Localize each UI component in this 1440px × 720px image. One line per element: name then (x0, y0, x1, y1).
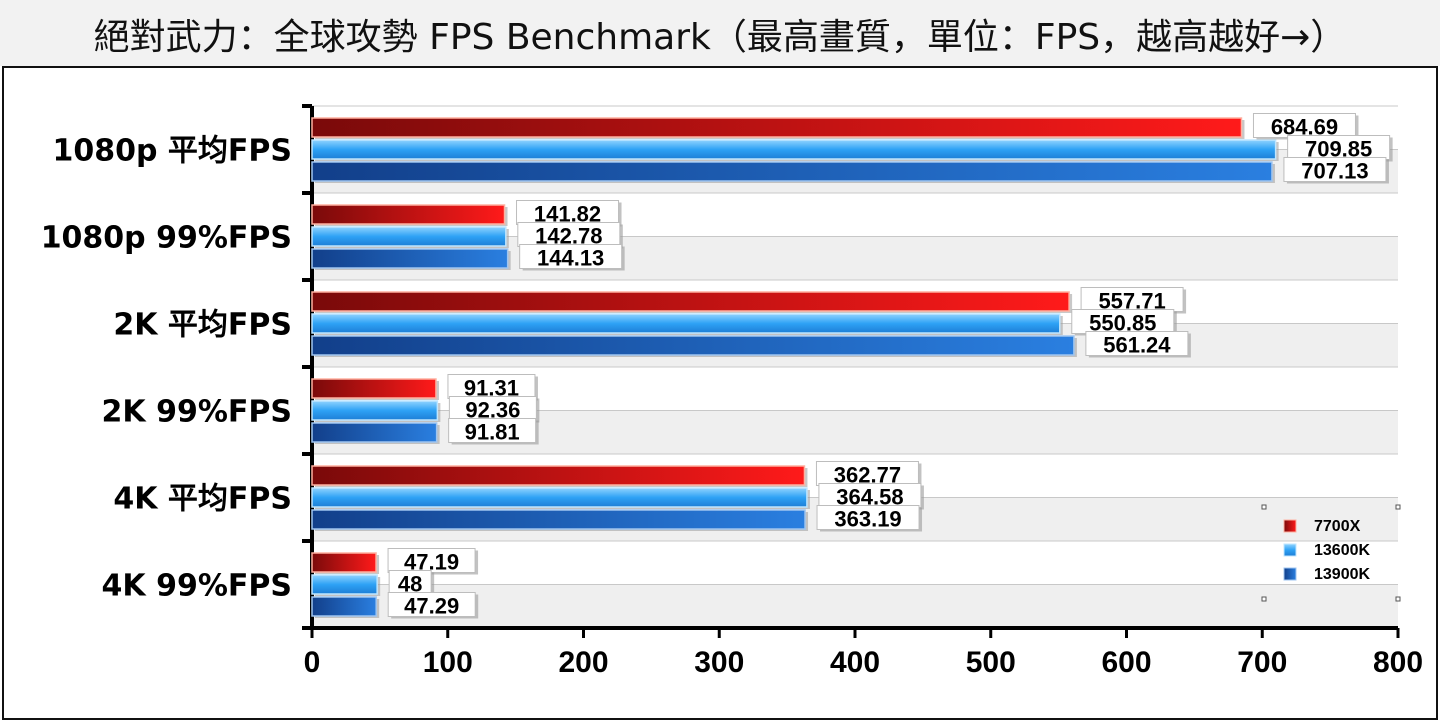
category-label: 1080p 99%FPS (41, 221, 292, 256)
category-label: 4K 平均FPS (113, 482, 292, 517)
legend-label: 13900K (1314, 566, 1370, 583)
bar-13600k (311, 226, 507, 247)
data-label-box (816, 505, 920, 530)
legend-swatch (1283, 519, 1297, 533)
chart-title: 絕對武力：全球攻勢 FPS Benchmark（最高畫質，單位：FPS，越高越好… (93, 17, 1347, 58)
category-label: 2K 99%FPS (102, 395, 292, 430)
data-label-box (447, 374, 536, 399)
band-upper (312, 541, 1398, 585)
bar-13900k (311, 509, 806, 530)
bar-13900k (311, 335, 1075, 356)
bar-13600k (311, 574, 378, 595)
legend-handle (1395, 596, 1401, 602)
bar-7700x (311, 552, 377, 573)
data-label-box (815, 461, 919, 486)
bar-7700x (311, 291, 1070, 312)
data-label-box (519, 244, 623, 269)
category-label: 1080p 平均FPS (52, 134, 292, 169)
x-tick-label: 0 (304, 646, 321, 679)
legend-swatch (1283, 567, 1297, 581)
category-label: 2K 平均FPS (113, 308, 292, 343)
bar-13600k (311, 487, 808, 508)
bar-7700x (311, 204, 506, 225)
bar-13900k (311, 422, 438, 443)
data-label-box (1283, 157, 1387, 182)
x-tick-label: 600 (1101, 646, 1151, 679)
x-tick-label: 800 (1373, 646, 1423, 679)
category-label: 4K 99%FPS (102, 569, 292, 604)
x-tick-label: 100 (423, 646, 473, 679)
data-label-box (448, 396, 537, 421)
data-label: 561.24 (1103, 333, 1171, 358)
data-label-box (387, 548, 476, 573)
x-tick-label: 400 (830, 646, 880, 679)
bar-7700x (311, 378, 437, 399)
bar-13900k (311, 596, 377, 617)
legend-handle (1395, 504, 1401, 510)
title-bar (0, 0, 1440, 66)
data-label-box (517, 222, 621, 247)
data-label: 47.29 (404, 594, 459, 619)
legend-label: 13600K (1314, 542, 1370, 559)
legend-handle (1261, 504, 1267, 510)
data-label-box (448, 418, 537, 443)
data-label: 144.13 (537, 246, 604, 271)
bar-13600k (311, 313, 1061, 334)
legend-swatch (1283, 543, 1297, 557)
data-label-box (1252, 113, 1356, 138)
data-label-box (1085, 331, 1189, 356)
x-tick-label: 200 (558, 646, 608, 679)
data-label-box (818, 483, 922, 508)
bar-7700x (311, 117, 1243, 138)
data-label-box (1287, 135, 1391, 160)
legend-label: 7700X (1314, 518, 1361, 535)
band-lower (312, 584, 1398, 628)
x-tick-label: 500 (966, 646, 1016, 679)
bar-13900k (311, 248, 509, 269)
data-label-box (516, 200, 620, 225)
legend-handle (1261, 596, 1267, 602)
data-label-box (387, 592, 476, 617)
data-label: 91.81 (465, 420, 520, 445)
bar-13600k (311, 400, 439, 421)
x-tick-label: 700 (1237, 646, 1287, 679)
bar-7700x (311, 465, 806, 486)
bar-13600k (311, 139, 1277, 160)
data-label: 363.19 (834, 507, 901, 532)
data-label-box (1080, 287, 1184, 312)
bar-13900k (311, 161, 1273, 182)
data-label: 707.13 (1301, 159, 1368, 184)
x-tick-label: 300 (694, 646, 744, 679)
